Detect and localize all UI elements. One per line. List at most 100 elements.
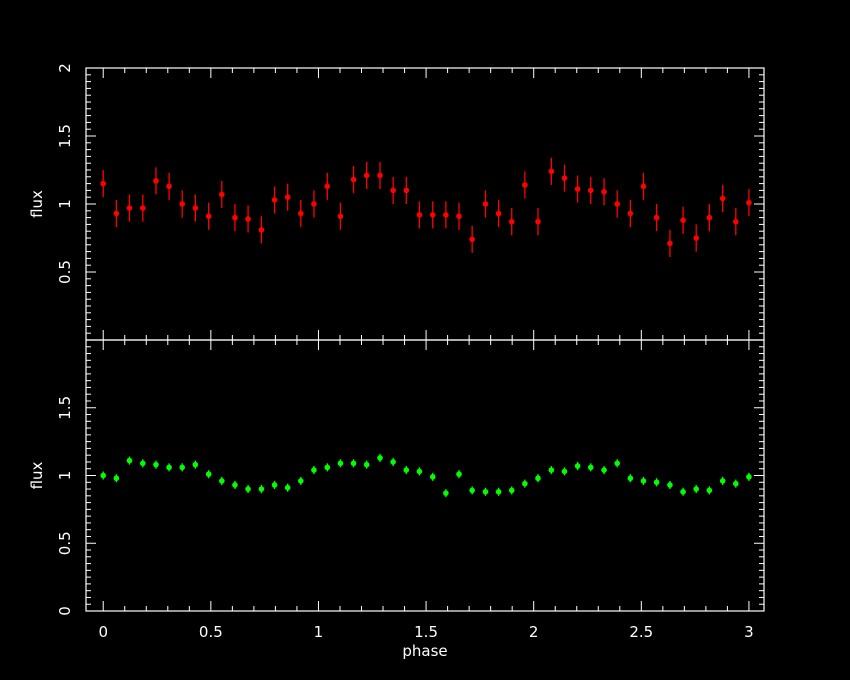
panel-2-data-point <box>350 460 357 467</box>
panel-1-frame <box>85 67 765 341</box>
panel-1-y-tick-label: 1.5 <box>56 124 74 148</box>
panel-1-data-point <box>535 218 541 225</box>
panel-2-data-point <box>443 490 449 496</box>
panel-2-frame <box>85 339 765 612</box>
panel-1-data-point <box>495 210 502 217</box>
panel-2-data-point <box>693 486 699 492</box>
panel-2-data-point <box>390 459 396 465</box>
panel-2-x-tick-label: 1.5 <box>414 623 438 641</box>
panel-2-data-point <box>219 478 225 484</box>
panel-1-data-point <box>324 183 331 190</box>
panel-1-data-point <box>390 187 396 194</box>
panel-1-data-point <box>456 213 462 220</box>
panel-2-data-point <box>746 474 752 480</box>
panel-2-data-point <box>574 463 581 469</box>
panel-2-data-point <box>429 474 436 480</box>
panel-1-data-point <box>548 168 555 175</box>
panel-2-data-point <box>311 467 317 473</box>
panel-1-data-point <box>113 210 120 217</box>
panel-2-data-point <box>416 468 423 475</box>
panel-2-data-point <box>205 471 212 477</box>
panel-1-data-point <box>693 235 699 241</box>
panel-1-data-point <box>416 212 423 218</box>
panel-2-data-point <box>140 460 146 467</box>
panel-1-y-tick-label: 1 <box>56 199 74 209</box>
panel-2-y-tick-label: 0.5 <box>56 531 74 555</box>
panel-1-data-point <box>522 182 528 188</box>
panel-1-data-point <box>100 180 107 187</box>
panel-1-data-point <box>667 240 673 247</box>
panel-1-data-point <box>746 199 752 206</box>
panel-2-data-point <box>680 488 686 495</box>
panel-1-data-point <box>640 183 647 190</box>
panel-2-data-point <box>640 478 647 484</box>
panel-1-data-point <box>350 176 357 183</box>
panel-2-data-point <box>535 475 541 482</box>
panel-1-data-point <box>482 201 489 207</box>
panel-1-data-point <box>140 205 146 211</box>
panel-2-data-point <box>284 484 291 491</box>
panel-2-data-point <box>522 480 528 487</box>
panel-2-data-point <box>719 478 726 484</box>
panel-1-data-point <box>232 214 238 221</box>
panel-2-data-point <box>126 457 133 464</box>
panel-2-data-point <box>601 467 607 473</box>
panel-1-y-axis-label: flux <box>28 190 46 218</box>
panel-2-data-point <box>403 467 410 473</box>
panel-2-data-point <box>482 488 489 495</box>
panel-1-data-point <box>205 213 212 220</box>
panel-2-y-tick-label: 1.5 <box>56 396 74 420</box>
panel-2-data-point <box>113 475 120 482</box>
panel-1-data-point <box>601 188 607 195</box>
panel-1-data-point <box>719 195 726 202</box>
panel-2-data-point <box>587 464 594 471</box>
panel-2-y-axis-label: flux <box>28 461 46 489</box>
panel-2-y-tick-label: 1 <box>56 471 74 481</box>
panel-2-data-point <box>245 486 251 492</box>
panel-1-data-point <box>653 214 660 221</box>
panel-1-data-point <box>153 178 159 184</box>
panel-2-data-point <box>298 478 304 484</box>
panel-1-data-point <box>298 210 304 217</box>
panel-1-data-point <box>219 191 225 198</box>
panel-2-x-tick-label: 0 <box>98 623 108 641</box>
panel-1-data-point <box>561 175 568 181</box>
panel-1-data-point <box>363 172 370 179</box>
panel-2-data-point <box>324 464 331 471</box>
panel-2-data-point <box>153 461 159 468</box>
panel-2-data-point <box>179 464 186 471</box>
panel-2-x-tick-label: 3 <box>744 623 754 641</box>
panel-1-data-point <box>192 205 199 211</box>
panel-2-data-point <box>456 471 462 477</box>
panel-1-data-point <box>680 217 686 224</box>
panel-1-data-point <box>733 218 739 225</box>
panel-1-data-point <box>403 187 410 194</box>
panel-1-data-point <box>271 197 278 203</box>
panel-1-data-point <box>377 172 383 179</box>
panel-2-data-point <box>706 487 713 494</box>
panel-1-data-point <box>429 212 436 218</box>
panel-2-data-point <box>614 460 621 467</box>
panel-1-data-point <box>574 186 581 192</box>
panel-1-y-tick-label: 0.5 <box>56 260 74 284</box>
panel-2-x-tick-label: 2 <box>529 623 539 641</box>
panel-1-data-point <box>469 236 475 243</box>
panel-2-data-point <box>377 455 383 461</box>
panel-2-data-point <box>508 487 515 494</box>
panel-2-y-tick-label: 0 <box>56 606 74 616</box>
panel-1-data-point <box>311 201 317 207</box>
panel-2-data-point <box>667 482 673 488</box>
panel-2-data-point <box>561 468 568 475</box>
panel-1-data-point <box>627 210 634 217</box>
panel-2-data-point <box>653 479 660 486</box>
panel-2-data-point <box>733 480 739 487</box>
panel-2-data-point <box>495 488 502 495</box>
panel-2-data-point <box>469 487 475 494</box>
panel-2-data-point <box>337 460 344 467</box>
panel-2-x-tick-label: 1 <box>314 623 324 641</box>
panel-2-data-point <box>548 467 555 473</box>
panel-1-data-point <box>245 216 251 222</box>
panel-1-data-point <box>443 212 449 218</box>
panel-2-data-point <box>232 482 238 488</box>
